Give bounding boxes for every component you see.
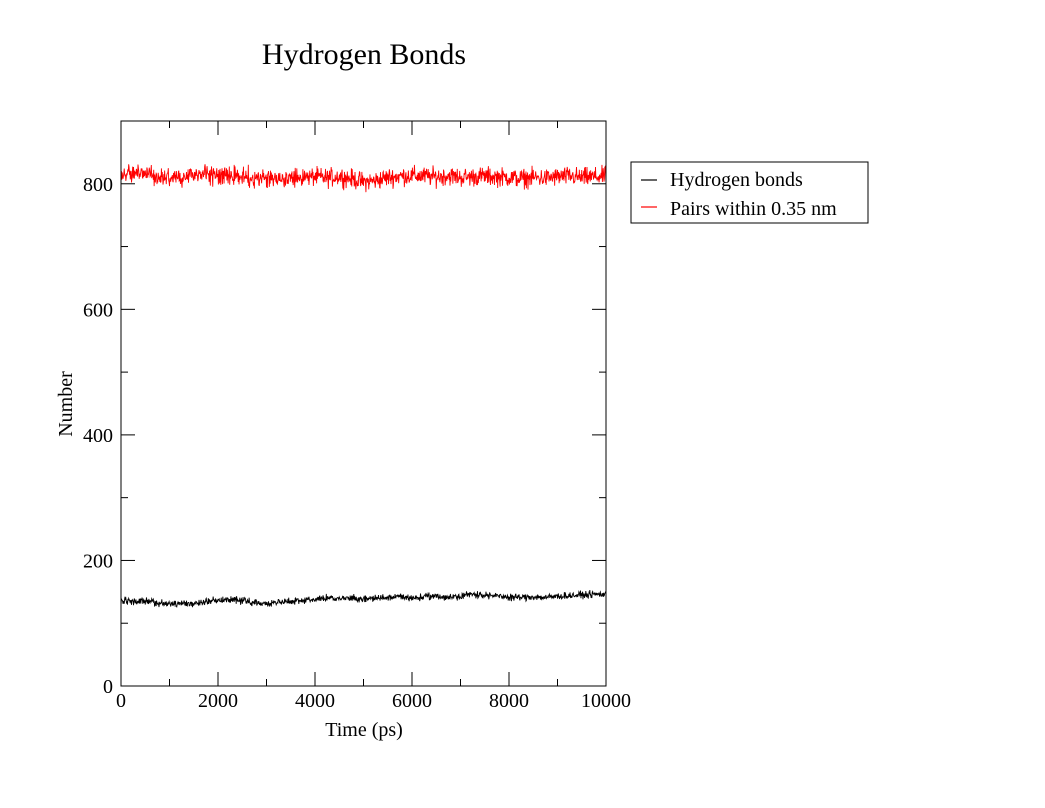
legend-label-hydrogen-bonds: Hydrogen bonds (670, 169, 803, 191)
legend-label-pairs: Pairs within 0.35 nm (670, 198, 837, 220)
x-tick-label: 8000 (489, 690, 529, 712)
plot-area: 0 2000 4000 6000 8000 10000 0 200 400 600 800 (83, 120, 631, 712)
y-tick-label: 200 (83, 550, 113, 572)
series-layer (120, 164, 607, 608)
y-tick-label: 400 (83, 425, 113, 447)
x-axis-label: Time (ps) (325, 719, 403, 741)
ticks-layer: 0 2000 4000 6000 8000 10000 0 200 400 600 800 (83, 121, 631, 712)
plot-frame (120, 120, 607, 687)
series-line-hydrogen-bonds (120, 590, 607, 608)
y-tick-label: 0 (103, 676, 113, 698)
x-tick-label: 10000 (581, 690, 631, 712)
legend: Hydrogen bonds Pairs within 0.35 nm (630, 161, 869, 224)
series-line-pairs-within (120, 164, 607, 193)
legend-box (630, 161, 869, 224)
y-tick-label: 800 (83, 174, 113, 196)
chart-title: Hydrogen Bonds (262, 38, 466, 71)
y-tick-label: 600 (83, 299, 113, 321)
x-tick-label: 6000 (392, 690, 432, 712)
x-tick-label: 0 (116, 690, 126, 712)
y-axis-label: Number (55, 371, 77, 437)
x-tick-label: 2000 (198, 690, 238, 712)
x-tick-label: 4000 (295, 690, 335, 712)
